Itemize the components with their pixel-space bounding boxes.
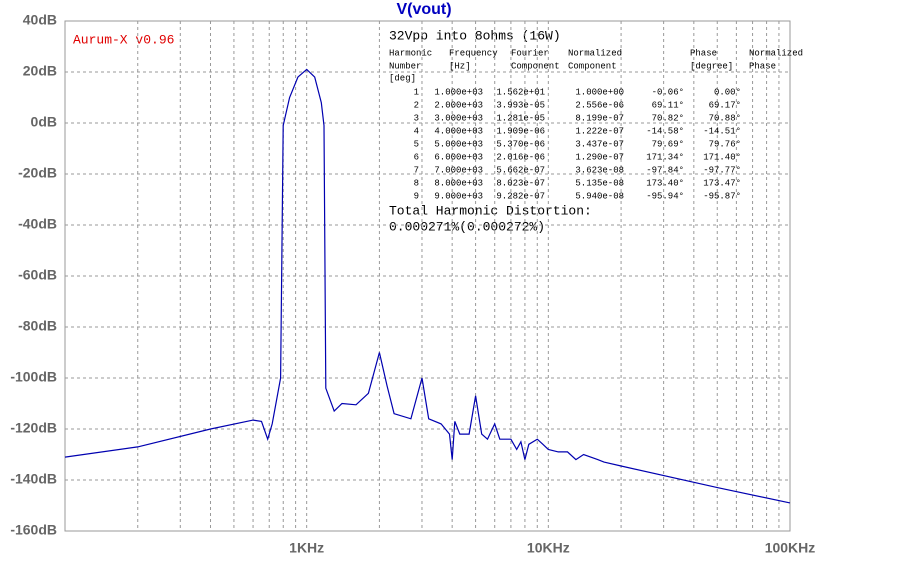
table-cell: -0.06° — [652, 87, 684, 97]
table-cell: 5.940e-08 — [575, 191, 624, 201]
table-cell: 9.282e-07 — [496, 191, 545, 201]
table-cell: -95.87° — [703, 191, 741, 201]
y-tick-label: 20dB — [23, 63, 57, 79]
table-cell: 3.000e+03 — [434, 113, 483, 123]
table-header: Number — [389, 61, 421, 71]
table-cell: 0.00° — [714, 87, 741, 97]
table-cell: 1.281e-05 — [496, 113, 545, 123]
table-cell: 2.016e-06 — [496, 152, 545, 162]
table-cell: 6 — [414, 152, 419, 162]
table-cell: 69.11° — [652, 100, 684, 110]
y-tick-label: -160dB — [10, 522, 57, 538]
chart-title: V(vout) — [396, 1, 451, 18]
table-cell: 5.135e-08 — [575, 178, 624, 188]
annotation-heading: 32Vpp into 8ohms (16W) — [389, 28, 561, 43]
table-cell: 9 — [414, 191, 419, 201]
table-header: Harmonic — [389, 48, 432, 58]
table-cell: -14.58° — [646, 126, 684, 136]
table-cell: 2.556e-06 — [575, 100, 624, 110]
table-cell: 3 — [414, 113, 419, 123]
table-cell: 171.34° — [646, 152, 684, 162]
table-cell: 1.222e-07 — [575, 126, 624, 136]
table-cell: 79.69° — [652, 139, 684, 149]
table-cell: 3.623e-08 — [575, 165, 624, 175]
table-cell: 5.662e-07 — [496, 165, 545, 175]
table-header: Frequency — [449, 48, 498, 58]
y-tick-label: 40dB — [23, 12, 57, 28]
table-cell: 5.370e-06 — [496, 139, 545, 149]
y-tick-label: -60dB — [18, 267, 57, 283]
y-tick-label: -100dB — [10, 369, 57, 385]
table-header: [Hz] — [449, 61, 471, 71]
table-cell: 70.82° — [652, 113, 684, 123]
table-cell: 1.909e-06 — [496, 126, 545, 136]
table-cell: 1.000e+00 — [575, 87, 624, 97]
table-header: Fourier — [511, 48, 549, 58]
table-cell: -97.84° — [646, 165, 684, 175]
table-cell: 1.000e+03 — [434, 87, 483, 97]
table-cell: -97.77° — [703, 165, 741, 175]
table-header: Component — [568, 61, 617, 71]
table-cell: 1.290e-07 — [575, 152, 624, 162]
table-header: [degree] — [690, 61, 733, 71]
table-header: Component — [511, 61, 560, 71]
x-tick-label: 10KHz — [527, 540, 570, 556]
table-cell: 4.000e+03 — [434, 126, 483, 136]
table-unit: [deg] — [389, 73, 416, 83]
table-cell: 1 — [414, 87, 419, 97]
table-cell: 2.000e+03 — [434, 100, 483, 110]
table-header: Phase — [690, 48, 717, 58]
y-tick-label: -120dB — [10, 420, 57, 436]
table-cell: 3.437e-07 — [575, 139, 624, 149]
table-cell: 69.17° — [709, 100, 741, 110]
thd-label: Total Harmonic Distortion: — [389, 203, 592, 218]
y-tick-label: -20dB — [18, 165, 57, 181]
table-cell: 9.000e+03 — [434, 191, 483, 201]
table-cell: 5.000e+03 — [434, 139, 483, 149]
table-cell: 171.40° — [703, 152, 741, 162]
table-cell: 1.562e+01 — [496, 87, 545, 97]
x-tick-label: 100KHz — [765, 540, 816, 556]
table-header: Normalized — [568, 48, 622, 58]
table-cell: 5 — [414, 139, 419, 149]
table-cell: 8.023e-07 — [496, 178, 545, 188]
table-cell: 3.993e-05 — [496, 100, 545, 110]
table-cell: 4 — [414, 126, 419, 136]
table-cell: 7 — [414, 165, 419, 175]
table-cell: 8.199e-07 — [575, 113, 624, 123]
table-cell: 6.000e+03 — [434, 152, 483, 162]
table-cell: 8 — [414, 178, 419, 188]
table-header: Normalized — [749, 48, 803, 58]
table-cell: 173.40° — [646, 178, 684, 188]
y-tick-label: -80dB — [18, 318, 57, 334]
series-line — [64, 68, 791, 504]
y-tick-label: -140dB — [10, 471, 57, 487]
table-cell: -95.94° — [646, 191, 684, 201]
thd-value: 0.000271%(0.000272%) — [389, 219, 545, 234]
table-cell: 8.000e+03 — [434, 178, 483, 188]
version-label: Aurum-X v0.96 — [73, 32, 174, 47]
table-cell: 7.000e+03 — [434, 165, 483, 175]
x-tick-label: 1KHz — [289, 540, 324, 556]
table-cell: 79.76° — [709, 139, 741, 149]
y-tick-label: 0dB — [31, 114, 57, 130]
y-tick-label: -40dB — [18, 216, 57, 232]
table-cell: 70.88° — [709, 113, 741, 123]
table-cell: 2 — [414, 100, 419, 110]
table-cell: -14.51° — [703, 126, 741, 136]
table-cell: 173.47° — [703, 178, 741, 188]
table-header: Phase — [749, 61, 776, 71]
